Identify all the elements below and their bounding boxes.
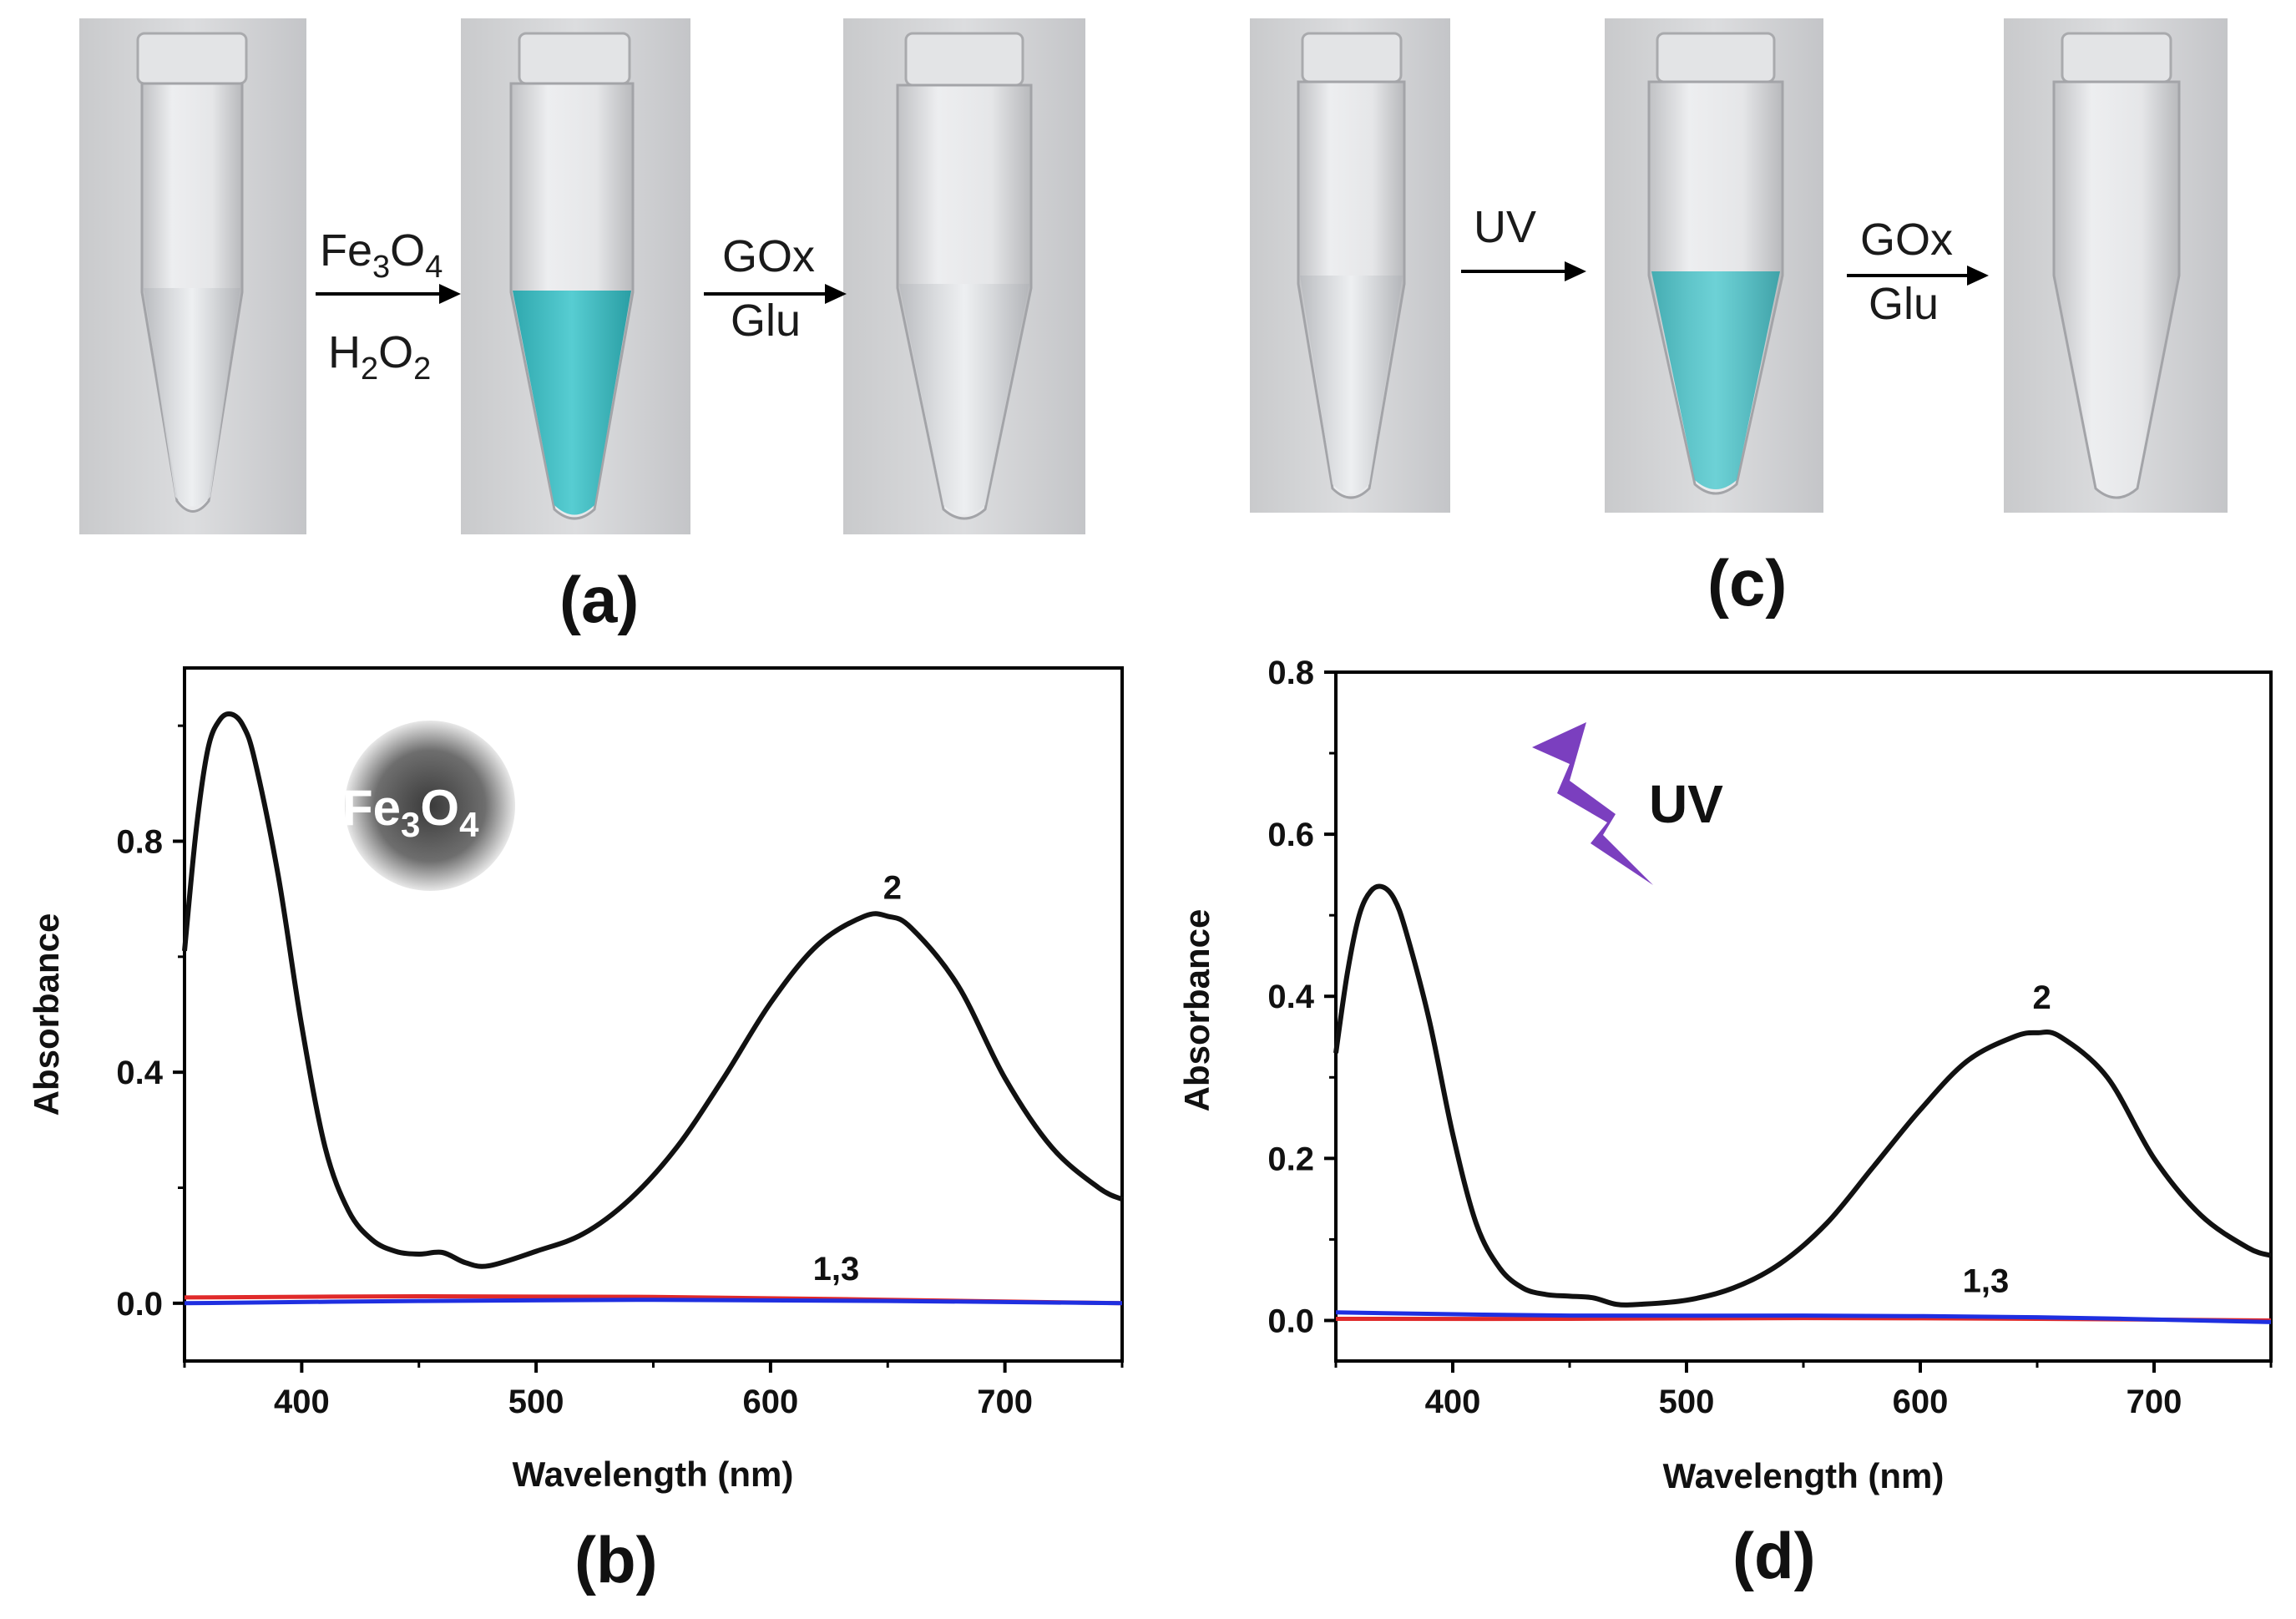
tube-c3 bbox=[2004, 18, 2228, 513]
reagent-gox-a: GOx bbox=[722, 231, 815, 281]
b-ytick-label: 0.4 bbox=[116, 1055, 163, 1091]
reagent-h2o2-main: H bbox=[328, 327, 361, 377]
reagent-fe3o4-main: Fe bbox=[320, 225, 372, 276]
reagent-fe3o4: Fe3O4 bbox=[320, 225, 443, 285]
reagent-h2o2-sub2: 2 bbox=[413, 352, 431, 387]
panel-c-photos: UV GOx Glu bbox=[1250, 18, 2228, 513]
reagent-glu-a: Glu bbox=[731, 296, 801, 346]
d-ytick-label: 0.2 bbox=[1267, 1141, 1314, 1177]
d-ytick-label: 0.4 bbox=[1267, 979, 1314, 1015]
reagent-h2o2-mid: O bbox=[378, 327, 413, 377]
d-xtick-label: 600 bbox=[1893, 1384, 1949, 1420]
tube-c1 bbox=[1250, 18, 1450, 513]
b-curve-label: 1,3 bbox=[813, 1251, 860, 1288]
chart-b-frame bbox=[183, 666, 1124, 1363]
reaction-arrow-a1 bbox=[316, 284, 461, 304]
chart-d-xlabel: Wavelength (nm) bbox=[1663, 1456, 1945, 1495]
d-curve-label: 2 bbox=[2032, 979, 2051, 1016]
b-xtick-label: 500 bbox=[508, 1384, 564, 1420]
tube-a3 bbox=[843, 18, 1085, 534]
chart-d-series bbox=[1333, 883, 2272, 1324]
panel-label-b: (b) bbox=[574, 1523, 658, 1596]
chart-d-ylabel: Absorbance bbox=[1177, 909, 1216, 1112]
chart-d-x-ticks: 400 500 600 700 bbox=[1334, 1361, 2273, 1420]
reagent-gox-c: GOx bbox=[1860, 215, 1953, 265]
reagent-uv-c: UV bbox=[1474, 202, 1536, 252]
b-xtick-label: 400 bbox=[274, 1384, 330, 1420]
chart-b-x-ticks: 400 500 600 700 bbox=[183, 1361, 1124, 1420]
uv-badge-text: UV bbox=[1649, 774, 1723, 834]
b-series-3 bbox=[184, 1298, 1123, 1306]
reagent-glu-c: Glu bbox=[1869, 279, 1939, 329]
d-xtick-label: 700 bbox=[2127, 1384, 2182, 1420]
d-ytick-label: 0.8 bbox=[1267, 655, 1314, 691]
panel-label-a: (a) bbox=[559, 563, 639, 636]
b-xtick-label: 700 bbox=[977, 1384, 1033, 1420]
reaction-arrow-c1 bbox=[1461, 261, 1586, 281]
panel-label-d: (d) bbox=[1732, 1519, 1816, 1592]
chart-d-frame bbox=[1334, 670, 2273, 1363]
d-xtick-label: 500 bbox=[1659, 1384, 1715, 1420]
b-curve-label: 2 bbox=[883, 870, 902, 907]
chart-b-y-ticks: 0.0 0.4 0.8 bbox=[116, 724, 185, 1323]
d-ytick-label: 0.0 bbox=[1267, 1303, 1314, 1339]
chart-b-annotations: 21,3 bbox=[813, 870, 902, 1288]
chart-d-y-ticks: 0.0 0.2 0.4 0.6 0.8 bbox=[1267, 655, 1336, 1339]
chart-b-xlabel: Wavelength (nm) bbox=[513, 1455, 794, 1494]
tube-c2 bbox=[1605, 18, 1823, 513]
reagent-fe3o4-sub1: 3 bbox=[372, 250, 390, 285]
d-series-3 bbox=[1335, 1310, 2272, 1324]
fe3o4-nanoparticle-icon: Fe3O4 bbox=[342, 721, 515, 891]
b-series-2 bbox=[182, 711, 1124, 1269]
d-ytick-label: 0.6 bbox=[1267, 817, 1314, 853]
tube-a1 bbox=[79, 18, 306, 534]
reaction-arrow-c2 bbox=[1847, 266, 1989, 286]
fe3o4-badge-sub1: 3 bbox=[401, 805, 420, 844]
chart-d-annotations: 21,3 bbox=[1963, 979, 2051, 1300]
reagent-h2o2: H2O2 bbox=[328, 327, 431, 387]
reagent-fe3o4-mid: O bbox=[390, 225, 425, 276]
chart-b-series bbox=[182, 711, 1124, 1306]
fe3o4-badge-main: Fe bbox=[342, 780, 401, 836]
b-xtick-label: 600 bbox=[743, 1384, 799, 1420]
panel-a-photos: Fe3O4 H2O2 GOx Glu bbox=[79, 18, 1085, 534]
fe3o4-badge-sub2: 4 bbox=[459, 805, 479, 844]
b-ytick-label: 0.8 bbox=[116, 824, 163, 861]
panel-label-c: (c) bbox=[1707, 546, 1787, 620]
tube-a2 bbox=[461, 18, 690, 534]
fe3o4-badge-text: Fe3O4 bbox=[342, 780, 479, 844]
uv-lightning-icon bbox=[1532, 722, 1653, 885]
fe3o4-badge-mid: O bbox=[420, 780, 459, 836]
reagent-h2o2-sub1: 2 bbox=[361, 352, 378, 387]
reagent-fe3o4-sub2: 4 bbox=[425, 250, 443, 285]
chart-b-ylabel: Absorbance bbox=[27, 913, 66, 1116]
chart-b: 0.00.40.8 400 500 600 700 21,3 Absorbance W… bbox=[27, 666, 1124, 1494]
b-ytick-label: 0.0 bbox=[116, 1286, 163, 1323]
d-series-2 bbox=[1333, 883, 2272, 1308]
reaction-arrow-a2 bbox=[704, 284, 847, 304]
d-curve-label: 1,3 bbox=[1963, 1263, 2010, 1300]
chart-d: 0.00.20.40.60.8 400 500 600 700 21,3 Absorb… bbox=[1177, 655, 2273, 1495]
d-xtick-label: 400 bbox=[1425, 1384, 1481, 1420]
